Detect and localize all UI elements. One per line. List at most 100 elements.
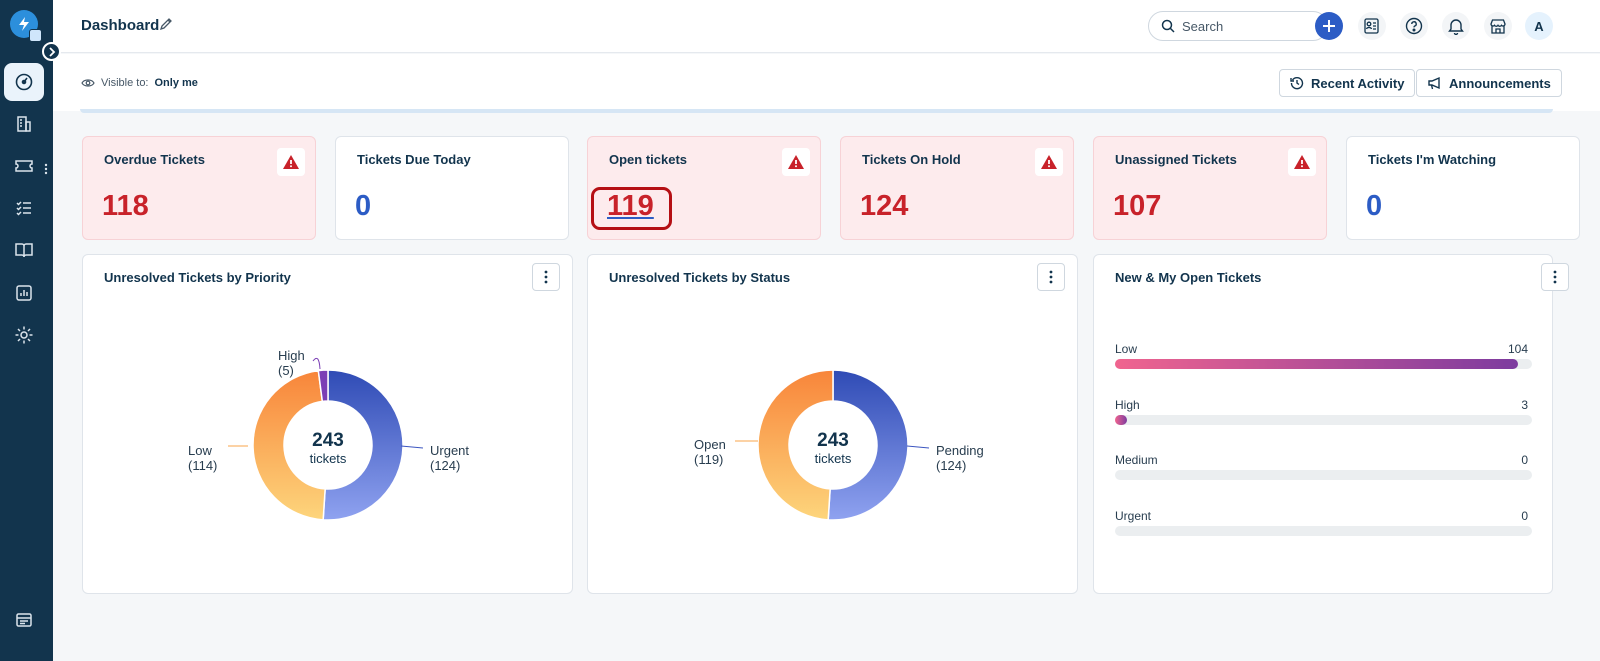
bar-row[interactable]: Urgent 0 <box>1115 509 1532 536</box>
more-vertical-icon <box>544 270 548 284</box>
more-vertical-icon <box>1553 270 1557 284</box>
bar-fill <box>1115 415 1127 425</box>
leader-line-high <box>312 357 321 370</box>
ticket-more-icon[interactable] <box>44 162 48 180</box>
card-value[interactable]: 119 <box>607 190 654 222</box>
avatar[interactable]: A <box>1525 12 1553 40</box>
search-input[interactable] <box>1182 18 1312 34</box>
recent-activity-icon <box>1290 76 1304 90</box>
status-donut-chart: 243 tickets Open (119) Pending (124) <box>694 369 984 521</box>
card-overdue-tickets[interactable]: Overdue Tickets 118 <box>82 136 316 240</box>
card-title: Tickets On Hold <box>862 152 961 167</box>
app-logo-icon[interactable] <box>10 10 42 42</box>
card-title: Tickets Due Today <box>357 152 471 167</box>
bar-label: Urgent <box>1115 509 1152 523</box>
warning-icon <box>1288 148 1316 176</box>
donut-slice-pending[interactable] <box>827 369 909 521</box>
search-box[interactable] <box>1148 11 1328 41</box>
widget-tickets-by-status: Unresolved Tickets by Status 243 tickets… <box>587 254 1078 594</box>
donut-slice-low[interactable] <box>252 369 326 521</box>
bar-track <box>1115 470 1532 480</box>
plus-icon <box>1323 20 1335 32</box>
card-tickets-due-today[interactable]: Tickets Due Today 0 <box>335 136 569 240</box>
bar-value: 104 <box>1507 342 1528 356</box>
widget-new-my-open-tickets: New & My Open Tickets Low 104 High 3 Med… <box>1093 254 1569 594</box>
card-tickets-watching[interactable]: Tickets I'm Watching 0 <box>1346 136 1580 240</box>
card-tickets-on-hold[interactable]: Tickets On Hold 124 <box>840 136 1074 240</box>
card-value[interactable]: 118 <box>102 190 149 222</box>
bar-row[interactable]: Low 104 <box>1115 342 1532 369</box>
nav-settings-icon[interactable] <box>4 316 44 354</box>
help-button[interactable] <box>1400 12 1428 40</box>
donut-slice-high[interactable] <box>317 369 329 403</box>
card-value[interactable]: 0 <box>355 190 372 222</box>
widget-title: New & My Open Tickets <box>1115 270 1262 285</box>
nav-dashboard-icon[interactable] <box>4 63 44 101</box>
donut-slice-urgent[interactable] <box>322 369 404 521</box>
card-unassigned-tickets[interactable]: Unassigned Tickets 107 <box>1093 136 1327 240</box>
more-vertical-icon <box>1049 270 1053 284</box>
donut-total: 243 <box>312 430 344 451</box>
visibility-value: Only me <box>154 77 198 89</box>
sidebar-expand-button[interactable] <box>42 42 61 61</box>
page-title: Dashboard <box>81 17 160 34</box>
bar-row[interactable]: Medium 0 <box>1115 453 1532 480</box>
recent-activity-button[interactable]: Recent Activity <box>1279 69 1416 97</box>
label-urgent: Urgent <box>430 443 469 458</box>
search-icon <box>1161 19 1175 33</box>
priority-donut-chart: 243 tickets High (5) Low (114) Urgent (1… <box>188 348 469 521</box>
dashboard-subbar: Visible to: Only me Recent Activity Anno… <box>53 54 1600 111</box>
announcements-label: Announcements <box>1449 75 1551 91</box>
recent-activity-label: Recent Activity <box>1311 75 1405 91</box>
label-low: Low <box>188 443 212 458</box>
label-urgent-count: (124) <box>430 458 460 473</box>
bar-fill <box>1115 359 1518 369</box>
edit-title-icon[interactable] <box>159 17 173 36</box>
contact-card-icon <box>1364 18 1379 34</box>
bar-label: Low <box>1115 342 1138 356</box>
label-pending-count: (124) <box>936 458 966 473</box>
nav-companies-icon[interactable] <box>4 105 44 143</box>
label-high: High <box>278 348 305 363</box>
nav-tickets-icon[interactable] <box>4 147 44 185</box>
card-title: Unassigned Tickets <box>1115 152 1237 167</box>
announcements-button[interactable]: Announcements <box>1416 69 1562 97</box>
widget-tickets-by-priority: Unresolved Tickets by Priority 243 ticke… <box>82 254 573 594</box>
warning-icon <box>782 148 810 176</box>
sidebar <box>0 0 53 661</box>
donut-slice-open[interactable] <box>757 369 834 521</box>
widget-menu-button[interactable] <box>532 263 560 291</box>
help-icon <box>1405 17 1423 35</box>
donut-segments <box>757 369 909 521</box>
nav-analytics-icon[interactable] <box>4 274 44 312</box>
marketplace-button[interactable] <box>1484 12 1512 40</box>
highlight-box <box>591 187 672 230</box>
contacts-button[interactable] <box>1358 12 1386 40</box>
nav-tasks-icon[interactable] <box>4 189 44 227</box>
label-open: Open <box>694 437 726 452</box>
eye-icon <box>81 79 95 87</box>
widget-menu-button[interactable] <box>1037 263 1065 291</box>
nav-solutions-icon[interactable] <box>4 231 44 269</box>
label-low-count: (114) <box>188 458 217 473</box>
bar-value: 0 <box>1521 509 1528 523</box>
card-open-tickets[interactable]: Open tickets 119 <box>587 136 821 240</box>
notifications-button[interactable] <box>1442 12 1470 40</box>
bar-value: 3 <box>1521 398 1528 412</box>
nav-apps-icon[interactable] <box>4 601 44 639</box>
card-title: Open tickets <box>609 152 688 167</box>
label-pending: Pending <box>936 443 984 458</box>
widget-menu-button[interactable] <box>1541 263 1569 291</box>
card-title: Overdue Tickets <box>104 152 205 167</box>
logo-badge-icon <box>29 29 42 42</box>
bar-track <box>1115 415 1532 425</box>
widget-title: Unresolved Tickets by Status <box>609 270 791 285</box>
new-button[interactable] <box>1315 12 1343 40</box>
bar-row[interactable]: High 3 <box>1115 398 1532 425</box>
card-value[interactable]: 0 <box>1366 190 1383 222</box>
store-icon <box>1490 19 1506 34</box>
card-value[interactable]: 124 <box>860 190 909 222</box>
bell-icon <box>1448 19 1464 35</box>
warning-icon <box>277 148 305 176</box>
card-value[interactable]: 107 <box>1113 190 1162 222</box>
